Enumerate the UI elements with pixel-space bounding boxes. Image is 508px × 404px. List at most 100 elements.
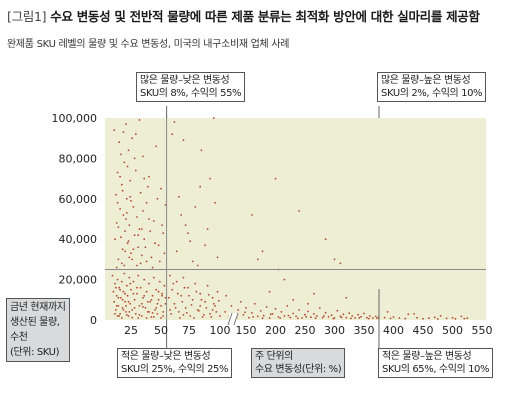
data-point [261, 317, 264, 320]
data-point [123, 161, 126, 164]
data-point [138, 119, 141, 121]
data-point [463, 317, 466, 320]
data-point [170, 313, 173, 315]
data-point [150, 298, 153, 301]
data-point [196, 264, 199, 267]
data-point [132, 280, 135, 283]
data-point [113, 129, 116, 132]
data-point [195, 290, 198, 293]
data-point [125, 212, 128, 214]
x-tick-label: 400 [383, 324, 404, 337]
data-point [324, 238, 327, 241]
data-point [211, 309, 214, 311]
data-point [184, 224, 187, 227]
x-tick-label: 75 [182, 324, 196, 337]
data-point [204, 300, 207, 303]
data-point [214, 201, 216, 204]
data-point [193, 317, 195, 319]
data-point [298, 309, 300, 311]
x-tick-label: 100 [210, 324, 231, 337]
data-point [439, 315, 442, 317]
data-point [174, 307, 177, 309]
data-point [127, 315, 130, 317]
data-point [287, 314, 290, 317]
data-point [119, 175, 121, 178]
data-point [358, 316, 361, 319]
data-point [372, 317, 374, 319]
data-point [262, 314, 265, 317]
data-point [130, 199, 132, 202]
data-point [280, 311, 283, 313]
data-point [148, 175, 150, 178]
data-point [137, 234, 140, 237]
data-point [179, 317, 181, 319]
data-point [160, 187, 162, 190]
data-point [156, 197, 159, 200]
x-tick-label: 50 [154, 324, 168, 337]
data-point [132, 206, 135, 208]
data-point [188, 294, 190, 297]
data-point [333, 258, 336, 261]
data-point [261, 250, 264, 253]
data-point [136, 292, 138, 295]
data-point [323, 315, 325, 317]
data-point [189, 240, 192, 243]
data-point [216, 256, 219, 259]
data-point [224, 311, 227, 313]
quadrant-label-bottom-right: 적은 물량–높은 변동성 SKU의 65%, 수익의 10% [378, 348, 494, 378]
data-point [286, 305, 289, 307]
data-point [451, 316, 454, 319]
y-axis-label: 금년 현재까지 생산된 물량, 수천 (단위: SKU) [6, 298, 70, 362]
data-point [132, 248, 135, 251]
data-point [138, 314, 141, 316]
data-point [152, 220, 155, 222]
data-point [295, 315, 297, 318]
x-axis-label: 주 단위의 수요 변동성(단위: %) [251, 348, 346, 378]
y-tick-label: 0 [90, 314, 97, 327]
data-point [151, 312, 154, 314]
data-point [126, 165, 129, 168]
x-tick-label: 25 [124, 324, 138, 337]
data-point [433, 316, 436, 319]
data-point [422, 317, 424, 320]
data-point [171, 133, 174, 136]
data-point [144, 307, 147, 309]
data-point [140, 315, 143, 317]
data-point [157, 298, 160, 301]
x-tick-label: 200 [265, 324, 286, 337]
data-point [340, 316, 343, 319]
data-point [117, 296, 120, 299]
data-point [156, 302, 159, 305]
data-point [127, 149, 130, 152]
data-point [118, 286, 121, 289]
data-point [169, 274, 171, 277]
data-point [245, 307, 247, 309]
data-point [137, 246, 140, 249]
data-point [274, 177, 277, 180]
x-tick-label: 150 [236, 324, 257, 337]
data-point [133, 298, 136, 301]
x-tick-label: 250 [295, 324, 316, 337]
data-point [171, 288, 174, 291]
data-point [119, 208, 121, 210]
data-point [189, 315, 192, 317]
data-point [212, 302, 215, 305]
data-point [117, 226, 120, 229]
data-point [115, 309, 117, 311]
data-point [145, 260, 148, 263]
data-point [313, 292, 315, 295]
data-point [314, 317, 317, 320]
data-point [318, 307, 321, 309]
data-point [145, 290, 148, 293]
y-tick-labels: 0 20,000 40,000 60,000 80,000 100,000 [52, 112, 98, 327]
data-point [124, 292, 126, 295]
data-point [211, 296, 214, 299]
data-point [115, 286, 117, 289]
data-point [117, 305, 120, 307]
figure-number: [그림1] [7, 9, 47, 24]
data-point [386, 311, 389, 313]
data-point [339, 262, 342, 265]
data-point [271, 313, 274, 315]
data-point [205, 307, 208, 309]
data-point [148, 218, 150, 220]
